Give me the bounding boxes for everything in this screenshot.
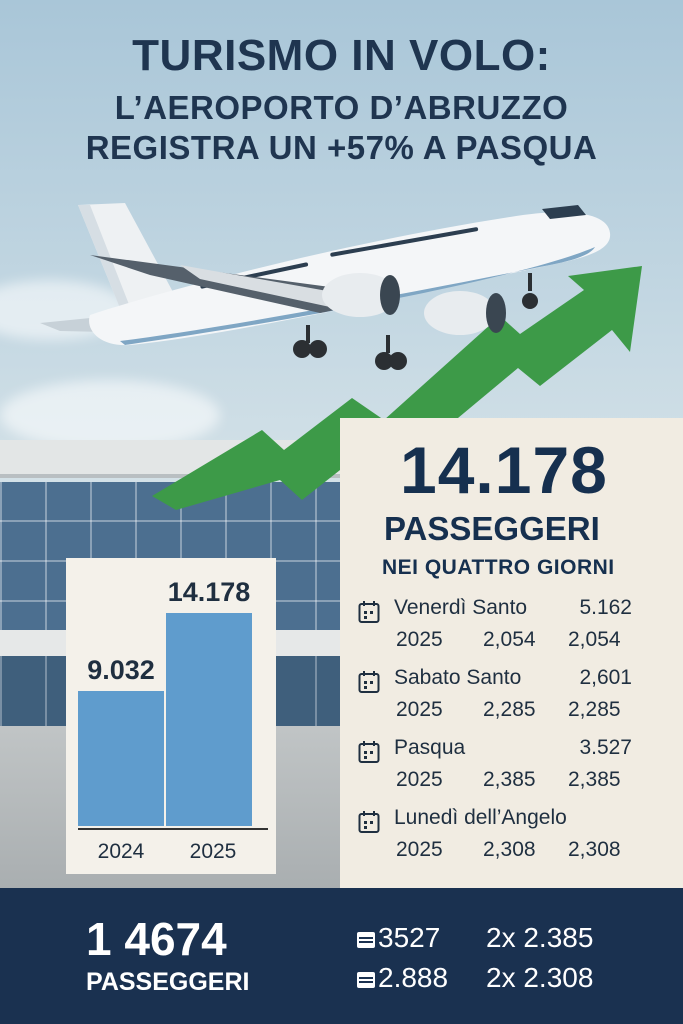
day-name: Sabato Santo — [394, 666, 522, 689]
day-row-venerdi-santo: Venerdì Santo 5.162 2025 2,054 2,054 — [356, 594, 676, 660]
footer-row-detail: 2x 2.385 — [486, 922, 594, 953]
headline: TURISMO IN VOLO: L’AEROPORTO D’ABRUZZO R… — [0, 30, 683, 168]
chart-baseline — [78, 828, 268, 830]
day-name: Pasqua — [394, 736, 466, 759]
day-year: 2025 — [396, 768, 443, 791]
total-passengers-label: PASSEGGERI — [384, 510, 600, 547]
day-detail-value-1: 2,285 — [483, 698, 536, 721]
day-row-lunedi-angelo: Lunedì dell’Angelo 2025 2,308 2,308 — [356, 804, 676, 870]
day-year: 2025 — [396, 838, 443, 861]
day-detail-value-2: 2,385 — [568, 768, 621, 791]
stats-panel: 14.178 PASSEGGERI NEI QUATTRO GIORNI Ven… — [340, 418, 683, 888]
footer-total-label: PASSEGGERI — [86, 968, 250, 996]
total-passengers-sublabel: NEI QUATTRO GIORNI — [382, 556, 615, 579]
bar-value-label-2024: 9.032 — [87, 655, 155, 685]
footer-row-value: 2.888 — [378, 962, 449, 993]
calendar-icon — [358, 601, 380, 623]
day-detail-value-2: 2,285 — [568, 698, 621, 721]
footer-total-value: 1 4674 — [86, 913, 227, 965]
airplane-icon — [40, 203, 611, 370]
calendar-icon — [358, 741, 380, 763]
calendar-icon — [357, 972, 375, 988]
day-detail-value-1: 2,308 — [483, 838, 536, 861]
category-label-2024: 2024 — [97, 840, 145, 863]
calendar-icon — [357, 932, 375, 948]
headline-line-3: REGISTRA UN +57% A PASQUA — [85, 129, 598, 166]
passenger-bar-chart: 9.032 14.178 2024 2025 — [66, 558, 276, 874]
day-year: 2025 — [396, 698, 443, 721]
calendar-icon — [358, 671, 380, 693]
footer-row-value: 3527 — [378, 922, 441, 953]
day-name: Lunedì dell’Angelo — [394, 806, 567, 829]
day-value: 3.527 — [579, 736, 632, 759]
day-row-sabato-santo: Sabato Santo 2,601 2025 2,285 2,285 — [356, 664, 676, 730]
day-name: Venerdì Santo — [394, 596, 528, 619]
headline-line-2: L’AEROPORTO D’ABRUZZO — [114, 89, 569, 126]
total-passengers-value: 14.178 — [400, 433, 608, 507]
cloud — [0, 380, 220, 450]
bar-2025 — [166, 613, 252, 826]
day-detail-value-1: 2,054 — [483, 628, 536, 651]
headline-line-1: TURISMO IN VOLO: — [132, 31, 551, 80]
day-detail-value-1: 2,385 — [483, 768, 536, 791]
category-label-2025: 2025 — [189, 840, 237, 863]
calendar-icon — [358, 811, 380, 833]
bar-value-label-2025: 14.178 — [167, 577, 251, 607]
day-value: 5.162 — [579, 596, 632, 619]
day-value: 2,601 — [579, 666, 632, 689]
day-detail-value-2: 2,054 — [568, 628, 621, 651]
day-row-pasqua: Pasqua 3.527 2025 2,385 2,385 — [356, 734, 676, 800]
day-detail-value-2: 2,308 — [568, 838, 621, 861]
bar-2024 — [78, 691, 164, 826]
footer-summary: 1 4674 PASSEGGERI 3527 2x 2.385 2.888 2x… — [0, 888, 683, 1024]
footer-row-detail: 2x 2.308 — [486, 962, 594, 993]
day-year: 2025 — [396, 628, 443, 651]
growth-arrow-icon — [152, 266, 642, 510]
